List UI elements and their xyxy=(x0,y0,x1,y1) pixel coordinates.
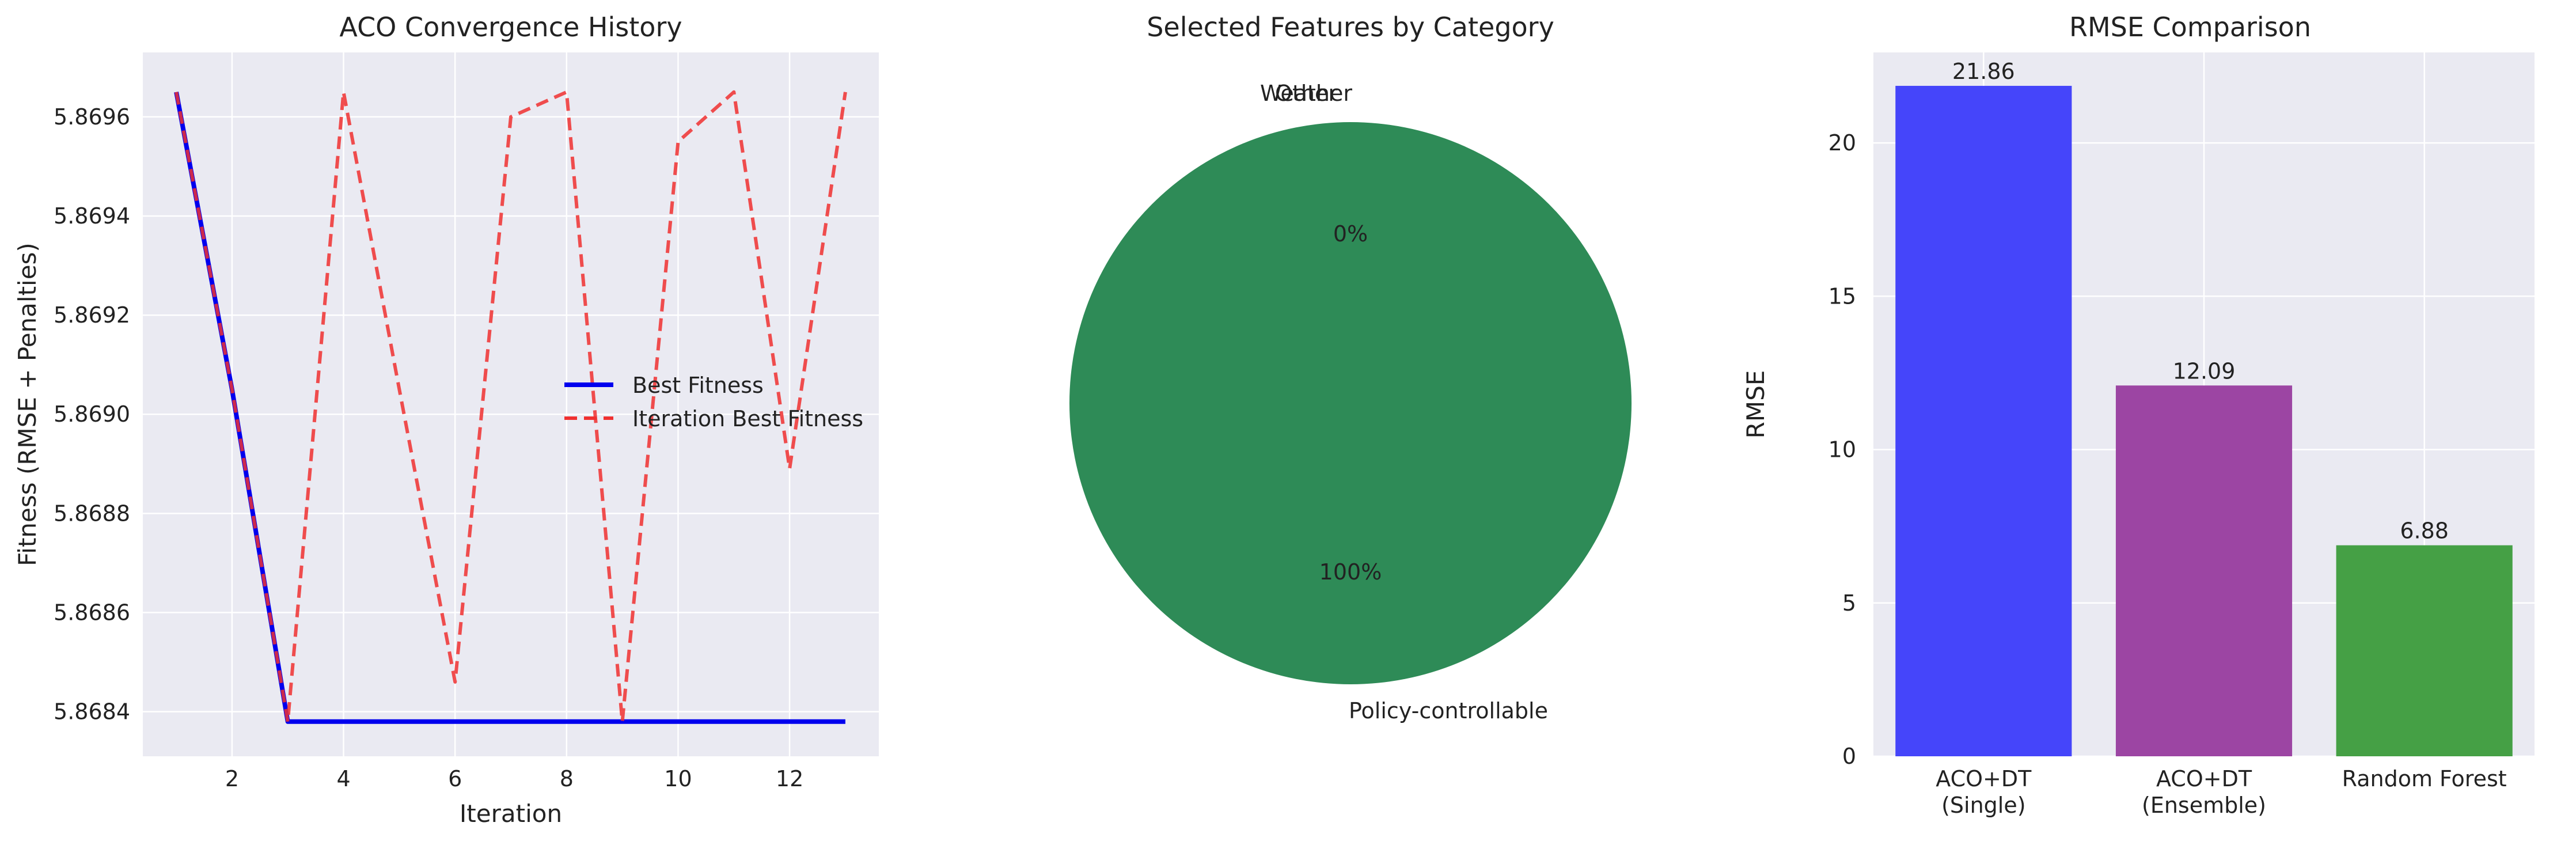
bar-value-label: 6.88 xyxy=(2400,518,2449,544)
pie-label-other: Other xyxy=(1275,81,1337,106)
y-tick-label: 5.8690 xyxy=(54,401,130,427)
bar-value-label: 21.86 xyxy=(1952,59,2015,84)
y-tick-label: 20 xyxy=(1828,130,1856,156)
plot-area xyxy=(143,52,879,756)
x-tick-label: 8 xyxy=(560,766,574,791)
convergence-chart: ACO Convergence History 2 4 6 8 10 12 5.86845… xyxy=(13,12,879,828)
y-tick-label: 5.8692 xyxy=(54,302,130,328)
y-tick-label: 5.8686 xyxy=(54,600,130,625)
bar xyxy=(2115,385,2293,756)
x-tick-label: Random Forest xyxy=(2342,766,2507,791)
bars: 21.86 12.09 6.88 xyxy=(1895,59,2513,757)
y-axis-ticks: 0 5 10 15 20 xyxy=(1828,130,1856,769)
x-axis-ticks: 2 4 6 8 10 12 xyxy=(225,766,803,791)
y-tick-label: 0 xyxy=(1842,744,1856,769)
pie-pct-label: 0% xyxy=(1333,221,1368,247)
y-tick-label: 5.8694 xyxy=(54,203,130,229)
legend-label-iteration-best: Iteration Best Fitness xyxy=(632,406,863,431)
x-tick-label: ACO+DT xyxy=(2156,766,2252,791)
x-tick-label: (Ensemble) xyxy=(2142,793,2266,818)
pie-label-weather: Weather xyxy=(1260,81,1352,106)
x-tick-label: 4 xyxy=(336,766,350,791)
chart-title: RMSE Comparison xyxy=(2069,12,2311,43)
series-lines xyxy=(174,90,847,724)
x-axis-label: Iteration xyxy=(460,799,562,828)
y-tick-label: 5.8696 xyxy=(54,104,130,130)
y-tick-label: 5.8684 xyxy=(54,699,130,725)
y-tick-label: 5 xyxy=(1842,590,1856,616)
bar xyxy=(2336,545,2513,756)
chart-title: Selected Features by Category xyxy=(1147,12,1554,43)
x-axis-ticks: ACO+DT(Single)ACO+DT(Ensemble)Random For… xyxy=(1936,766,2506,818)
bar xyxy=(1895,86,2072,757)
legend: Best Fitness Iteration Best Fitness xyxy=(564,373,863,431)
y-tick-label: 10 xyxy=(1828,437,1856,463)
pie-slice-policy-controllable xyxy=(1069,122,1632,684)
y-tick-label: 5.8688 xyxy=(54,501,130,526)
category-pie-chart: Selected Features by Category Weather Ot… xyxy=(1069,12,1632,723)
pie-label-policy-controllable: Policy-controllable xyxy=(1349,698,1548,723)
x-tick-label: 12 xyxy=(776,766,803,791)
y-tick-label: 15 xyxy=(1828,283,1856,309)
y-axis-ticks: 5.8684 5.8686 5.8688 5.8690 5.8692 5.8694 5.86… xyxy=(54,104,130,725)
series-line-iteration-best-fitness xyxy=(174,90,847,723)
legend-label-best-fitness: Best Fitness xyxy=(632,373,764,398)
x-tick-label: 6 xyxy=(448,766,462,791)
bar-value-label: 12.09 xyxy=(2173,358,2236,384)
y-axis-label: RMSE xyxy=(1742,370,1770,439)
x-tick-label: 10 xyxy=(664,766,692,791)
y-axis-label: Fitness (RMSE + Penalties) xyxy=(13,242,41,566)
x-tick-label: ACO+DT xyxy=(1936,766,2032,791)
x-tick-label: (Single) xyxy=(1941,793,2025,818)
chart-title: ACO Convergence History xyxy=(339,12,682,43)
series-line-best-fitness xyxy=(174,92,845,724)
x-tick-label: 2 xyxy=(225,766,239,791)
pie-pct-label: 100% xyxy=(1319,559,1382,585)
